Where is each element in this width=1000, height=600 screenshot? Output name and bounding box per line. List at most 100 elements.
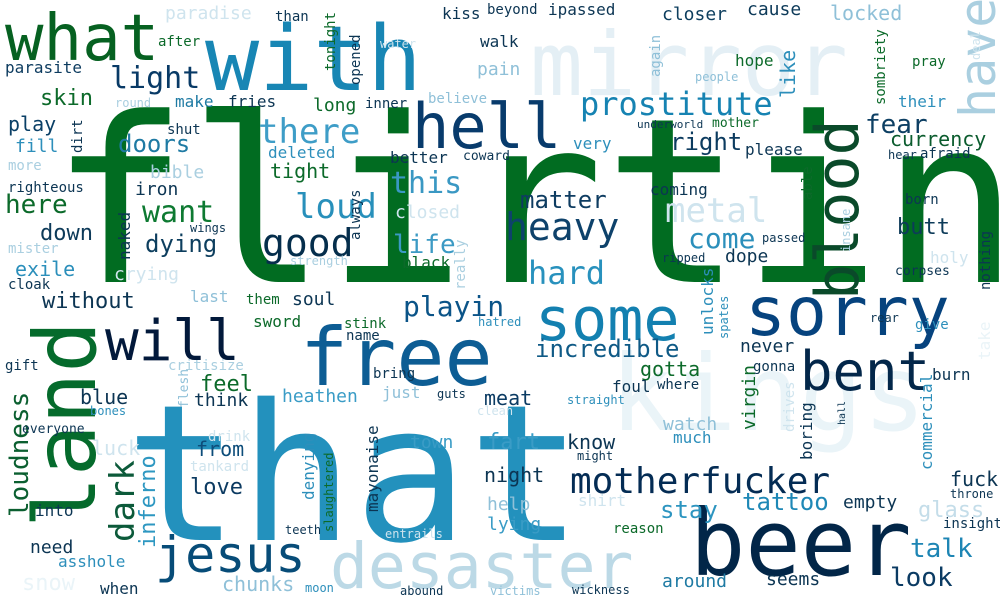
word-much: much: [673, 428, 712, 447]
word-spates: spates: [717, 296, 731, 339]
word-clean: clean: [477, 404, 513, 418]
word-paradise: paradise: [165, 3, 252, 24]
word-water: water: [380, 37, 416, 51]
word-jesus: jesus: [155, 526, 306, 584]
word-some: some: [535, 285, 680, 355]
word-might: might: [577, 449, 613, 463]
word-deal: deal: [969, 31, 983, 60]
word-that: that: [125, 364, 583, 585]
word-metal: metal: [665, 191, 767, 231]
word-black: black: [402, 253, 451, 272]
word-free: free: [300, 311, 493, 404]
word-luck: luck: [92, 436, 140, 460]
word-deleted: deleted: [268, 143, 335, 162]
word-afraid: afraid: [920, 146, 971, 162]
word-naked: naked: [115, 212, 134, 260]
word-ripped: ripped: [662, 251, 705, 265]
word-from: from: [196, 437, 244, 461]
word-dirt: dirt: [70, 119, 86, 153]
word-after: after: [158, 34, 200, 50]
word-slaughtered: slaughtered: [322, 453, 336, 532]
word-pray: pray: [912, 54, 946, 70]
word-asshole: asshole: [58, 552, 125, 571]
word-exile: exile: [15, 257, 75, 281]
word-without: without: [42, 289, 135, 314]
word-able: able: [800, 166, 816, 200]
word-tonight: tonight: [323, 12, 339, 71]
word-mirror: mirror: [530, 13, 848, 116]
word-gotta: gotta: [640, 357, 700, 381]
word-teeth: teeth: [285, 523, 321, 537]
word-nothing: nothing: [978, 231, 994, 290]
word-rear: rear: [870, 311, 899, 325]
word-kiss: kiss: [442, 4, 481, 23]
word-glass: glass: [918, 498, 984, 523]
word-really: really: [453, 239, 469, 290]
word-dark: dark: [103, 460, 143, 542]
word-right: right: [670, 128, 742, 156]
word-flesh: flesh: [177, 369, 192, 408]
word-hall: hall: [837, 401, 848, 425]
word-blood: blood: [803, 119, 873, 300]
word-better: better: [390, 148, 448, 167]
word-victims: victims: [490, 584, 541, 598]
word-playin: playin: [403, 290, 504, 323]
word-there: there: [258, 112, 360, 152]
word-closed: closed: [395, 202, 460, 223]
word-bent: bent: [800, 340, 930, 403]
word-more: more: [8, 158, 42, 174]
word-like: like: [776, 50, 800, 98]
word-hell: hell: [412, 90, 561, 163]
word-butt: butt: [897, 215, 950, 240]
word-strength: strength: [290, 254, 348, 268]
word-hope: hope: [735, 51, 774, 70]
word-tankard: tankard: [190, 459, 249, 475]
word-their: their: [898, 92, 947, 111]
word-walk: walk: [480, 32, 519, 51]
word-down: down: [40, 221, 93, 246]
word-come: come: [688, 222, 755, 255]
word-gonna: gonna: [753, 359, 795, 375]
word-stay: stay: [660, 496, 718, 524]
word-soul: soul: [292, 289, 335, 310]
word-mister: mister: [8, 241, 59, 257]
word-denying: denying: [299, 433, 318, 500]
word-pain: pain: [477, 59, 520, 80]
word-corpses: corpses: [895, 264, 950, 279]
word-underworld: underworld: [637, 118, 703, 131]
word-coming: coming: [650, 180, 708, 199]
word-wickness: wickness: [572, 583, 630, 597]
word-drives: drives: [782, 381, 798, 432]
word-gift: gift: [5, 358, 39, 374]
word-feel: feel: [200, 372, 253, 397]
word-night: night: [484, 463, 544, 487]
word-incredible: incredible: [535, 335, 680, 363]
word-hatred: hatred: [478, 315, 521, 329]
word-name: name: [346, 328, 380, 344]
word-cloak: cloak: [8, 277, 51, 293]
word-cause: cause: [747, 0, 801, 20]
word-motherfucker: motherfucker: [570, 461, 830, 502]
word-meat: meat: [484, 386, 532, 410]
word-chunks: chunks: [222, 572, 294, 596]
word-fill: fill: [15, 136, 58, 157]
word-again: again: [648, 35, 664, 77]
word-prostitute: prostitute: [580, 85, 773, 123]
word-take: take: [975, 321, 994, 360]
word-sword: sword: [253, 312, 301, 331]
word-shirt: shirt: [578, 491, 626, 510]
word-good: good: [262, 221, 354, 265]
word-beyond: beyond: [487, 2, 538, 18]
word-locked: locked: [830, 1, 902, 25]
word-make: make: [175, 92, 214, 111]
word-play: play: [8, 112, 56, 136]
word-dope: dope: [725, 246, 768, 267]
word-believe: believe: [428, 91, 487, 107]
word-insane: insane: [839, 209, 853, 252]
word-here: here: [5, 190, 68, 220]
word-seems: seems: [766, 569, 820, 590]
word-mayonaise: mayonaise: [363, 425, 382, 512]
word-straight: straight: [567, 393, 625, 407]
word-drink: drink: [208, 429, 251, 445]
word-last: last: [190, 287, 229, 306]
